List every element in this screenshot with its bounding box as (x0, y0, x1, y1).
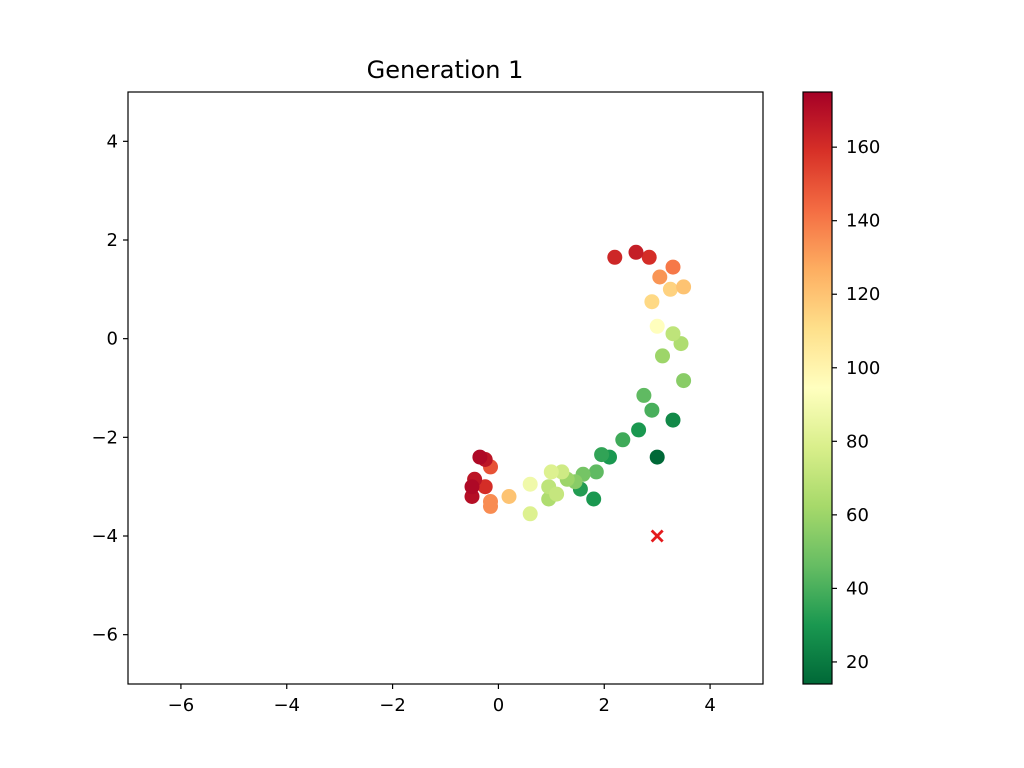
scatter-points (464, 244, 692, 522)
y-tick-label: 0 (107, 329, 118, 350)
scatter-point (649, 318, 665, 334)
x-tick-label: −4 (273, 695, 300, 716)
plot-frame (127, 91, 764, 685)
scatter-point (652, 269, 668, 285)
x-tick-label: 4 (704, 695, 715, 716)
y-axis: −6 −4 −2 0 2 4 (91, 131, 128, 646)
colorbar-tick-label: 60 (846, 505, 869, 526)
colorbar-ticks: 20 40 60 80 100 120 140 160 (832, 137, 880, 673)
y-tick-label: 4 (107, 131, 118, 152)
target-marker (650, 529, 664, 543)
scatter-point (644, 294, 660, 310)
chart-title: Generation 1 (367, 56, 524, 84)
colorbar-tick-label: 40 (846, 578, 869, 599)
x-tick-label: 2 (599, 695, 610, 716)
scatter-point (554, 464, 570, 480)
scatter-point (522, 506, 538, 522)
colorbar-tick-label: 100 (846, 358, 880, 379)
target-x-stroke (650, 529, 664, 543)
scatter-point (665, 259, 681, 275)
scatter-point (549, 486, 565, 502)
scatter-point (665, 412, 681, 428)
scatter-point (631, 422, 647, 438)
scatter-point (588, 464, 604, 480)
scatter-point (655, 348, 670, 364)
x-tick-label: −2 (379, 695, 406, 716)
scatter-point (543, 464, 559, 480)
scatter-point (472, 449, 488, 465)
colorbar-tick-label: 20 (846, 652, 869, 673)
scatter-point (464, 479, 480, 495)
scatter-point (477, 479, 493, 495)
scatter-point (676, 279, 692, 295)
y-tick-label: 2 (107, 230, 118, 251)
scatter-point (594, 447, 610, 463)
colorbar-tick-label: 80 (846, 431, 869, 452)
colorbar-tick-label: 160 (846, 137, 880, 158)
scatter-point (628, 244, 644, 260)
scatter-point (676, 373, 692, 389)
scatter-point (641, 249, 657, 265)
scatter-point (644, 402, 660, 418)
scatter-point (615, 432, 631, 448)
scatter-point (501, 489, 517, 504)
colorbar-gradient (803, 92, 832, 684)
y-tick-label: −6 (91, 625, 118, 646)
x-axis: −6 −4 −2 0 2 4 (168, 684, 716, 716)
scatter-point (662, 281, 678, 297)
scatter-point (665, 326, 681, 342)
scatter-point (522, 476, 538, 492)
x-tick-label: −6 (168, 695, 195, 716)
x-tick-label: 0 (493, 695, 504, 716)
plot-area (127, 91, 764, 685)
scatter-point (636, 387, 652, 403)
colorbar-tick-label: 140 (846, 211, 880, 232)
scatter-point (586, 491, 602, 507)
scatter-point (649, 449, 665, 465)
scatter-point (483, 498, 498, 514)
colorbar-frame (802, 91, 833, 685)
scatter-point (607, 249, 623, 265)
colorbar-tick-label: 120 (846, 284, 880, 305)
y-tick-label: −2 (91, 427, 118, 448)
colorbar: 20 40 60 80 100 120 140 160 (802, 91, 880, 685)
y-tick-label: −4 (91, 526, 118, 547)
